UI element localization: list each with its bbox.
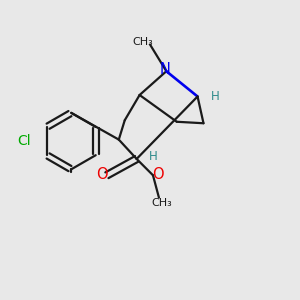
Text: N: N <box>159 62 170 77</box>
Text: O: O <box>96 167 107 182</box>
Text: H: H <box>210 90 219 103</box>
Text: O: O <box>152 167 164 182</box>
Text: CH₃: CH₃ <box>132 37 153 47</box>
Text: H: H <box>148 150 157 163</box>
Text: Cl: Cl <box>17 134 31 148</box>
Text: CH₃: CH₃ <box>152 199 172 208</box>
